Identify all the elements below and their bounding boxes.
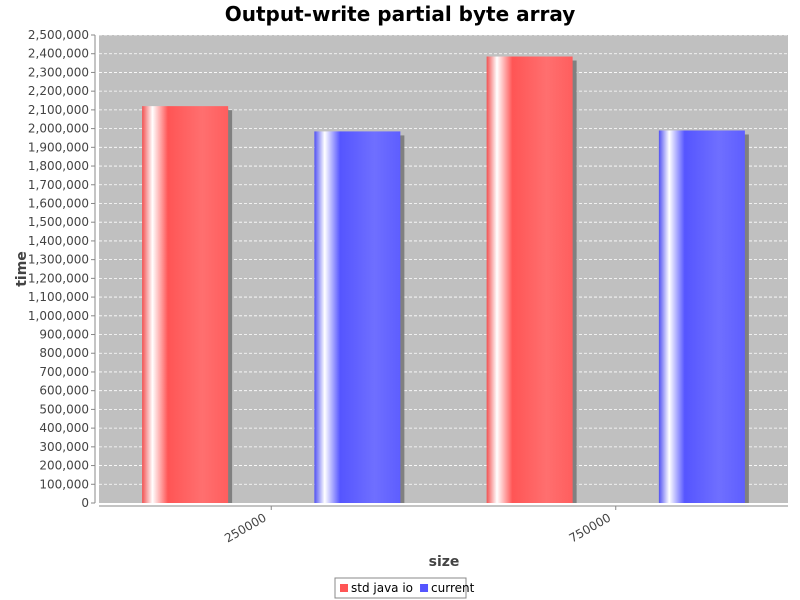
legend-swatch — [420, 584, 429, 592]
y-tick-label: 1,000,000 — [28, 309, 89, 323]
y-tick-label: 100,000 — [39, 477, 89, 491]
y-tick-label: 1,100,000 — [28, 290, 89, 304]
y-tick-label: 1,600,000 — [28, 196, 89, 210]
x-tick-label: 750000 — [567, 510, 614, 545]
y-axis-ticks: 0 100,000 200,000 300,000 400,000 500,000 600,… — [28, 28, 95, 510]
y-tick-label: 300,000 — [39, 440, 89, 454]
x-axis-label: size — [429, 554, 460, 570]
y-tick-label: 1,800,000 — [28, 159, 89, 173]
legend-label: current — [431, 581, 475, 595]
bar-current-250000 — [314, 131, 401, 503]
y-tick-label: 1,500,000 — [28, 215, 89, 229]
legend-box — [334, 577, 467, 599]
chart-title: Output-write partial byte array — [225, 2, 576, 26]
bar-std-java-io-250000 — [142, 106, 229, 504]
y-tick-label: 2,100,000 — [28, 103, 89, 117]
y-tick-label: 1,200,000 — [28, 271, 89, 285]
y-tick-label: 500,000 — [39, 402, 89, 416]
y-tick-label: 2,300,000 — [28, 65, 89, 79]
y-tick-label: 400,000 — [39, 421, 89, 435]
y-tick-label: 900,000 — [39, 328, 89, 342]
y-tick-label: 800,000 — [39, 346, 89, 360]
y-tick-label: 600,000 — [39, 384, 89, 398]
x-tick-label: 250000 — [222, 510, 269, 545]
y-tick-label: 200,000 — [39, 459, 89, 473]
y-tick-label: 2,000,000 — [28, 122, 89, 136]
y-tick-label: 1,700,000 — [28, 178, 89, 192]
bar-std-java-io-750000 — [486, 56, 573, 503]
y-tick-label: 0 — [81, 496, 89, 510]
y-tick-label: 2,200,000 — [28, 84, 89, 98]
legend-swatch — [340, 584, 348, 592]
y-tick-label: 1,300,000 — [28, 253, 89, 267]
y-tick-label: 1,400,000 — [28, 234, 89, 248]
x-axis-ticks: 250000 750000 — [222, 506, 617, 546]
y-tick-label: 2,400,000 — [28, 47, 89, 61]
bars-group — [142, 56, 749, 504]
legend-label: std java io — [351, 581, 413, 595]
y-tick-label: 1,900,000 — [28, 140, 89, 154]
y-tick-label: 2,500,000 — [28, 28, 89, 42]
y-axis-label: time — [14, 251, 30, 287]
bar-current-750000 — [658, 130, 745, 504]
y-tick-label: 700,000 — [39, 365, 89, 379]
legend: std java io current — [334, 577, 475, 599]
